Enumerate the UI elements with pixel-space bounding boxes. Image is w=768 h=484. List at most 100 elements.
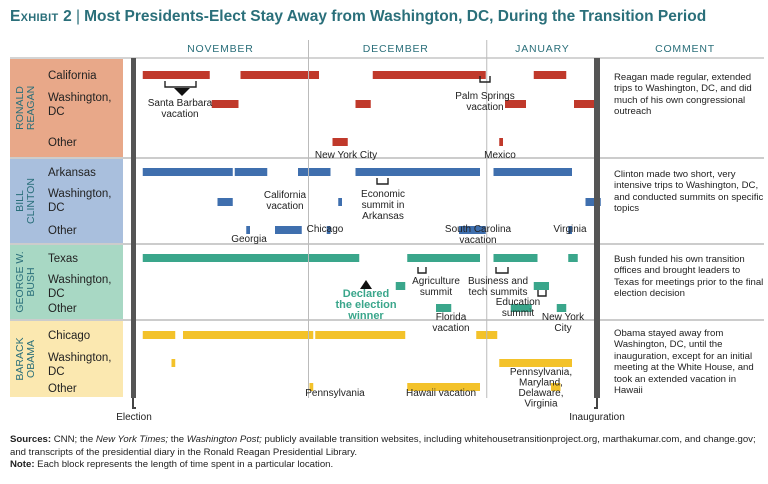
annotation-label: Pennsylvania bbox=[305, 388, 365, 399]
comment-bush: Bush funded his own transition offices a… bbox=[614, 254, 764, 300]
row-label: Other bbox=[48, 303, 77, 315]
location-bar bbox=[459, 226, 486, 234]
annotation-label: New York City bbox=[542, 312, 585, 334]
row-label: Washington, DC bbox=[48, 352, 112, 378]
president-name: BARACKOBAMA bbox=[14, 337, 37, 380]
title-text: Most Presidents-Elect Stay Away from Was… bbox=[84, 8, 707, 25]
month-label: NOVEMBER bbox=[187, 43, 254, 55]
comment-reagan: Reagan made regular, extended trips to W… bbox=[614, 72, 752, 118]
location-bar bbox=[240, 71, 319, 79]
month-label: DECEMBER bbox=[363, 43, 429, 55]
sources-text-1: CNN; the bbox=[51, 434, 96, 445]
annotation-label: New York City bbox=[315, 150, 377, 161]
note-label: Note: bbox=[10, 459, 35, 470]
group-panel bbox=[10, 159, 123, 243]
annotation-label: Education summit bbox=[496, 297, 540, 319]
annotation-label: Santa Barbara vacation bbox=[148, 98, 213, 120]
location-bar bbox=[142, 71, 210, 79]
location-bar bbox=[355, 168, 480, 176]
title-separator: | bbox=[76, 8, 81, 25]
exhibit-label: Exhibit 2 bbox=[10, 8, 73, 25]
location-bar bbox=[142, 254, 360, 262]
location-bar bbox=[505, 100, 526, 108]
comment-clinton: Clinton made two short, very intensive t… bbox=[614, 169, 764, 215]
inauguration-label: Inauguration bbox=[569, 412, 625, 423]
comment-header: COMMENT bbox=[655, 43, 715, 55]
location-bar bbox=[332, 138, 348, 146]
bracket bbox=[479, 76, 491, 83]
location-bar bbox=[309, 383, 314, 391]
location-bar bbox=[171, 359, 176, 367]
location-bar bbox=[338, 198, 342, 206]
marker-triangle bbox=[174, 88, 190, 96]
location-bar bbox=[436, 304, 452, 312]
election-tick bbox=[132, 398, 136, 409]
row-label: California bbox=[48, 70, 97, 82]
bracket bbox=[164, 81, 197, 88]
location-bar bbox=[510, 304, 532, 312]
annotation-label: Economic summit in Arkansas bbox=[361, 189, 405, 222]
marker-triangle bbox=[360, 280, 372, 289]
annotation-label: South Carolina vacation bbox=[445, 224, 512, 246]
inauguration-tick bbox=[594, 398, 598, 409]
annotation-label: Pennsylvania, Maryland, Delaware, Virginia bbox=[510, 367, 572, 410]
sources-nyt: New York Times; bbox=[95, 434, 169, 445]
location-bar bbox=[499, 138, 503, 146]
row-label: Other bbox=[48, 383, 77, 395]
month-label: JANUARY bbox=[515, 43, 569, 55]
location-bar bbox=[183, 331, 314, 339]
sources-note: Sources: CNN; the New York Times; the Wa… bbox=[10, 434, 760, 472]
annotation-label: Business and tech summits bbox=[468, 276, 528, 298]
president-name: RONALDREAGAN bbox=[14, 86, 37, 130]
row-label: Other bbox=[48, 137, 77, 149]
row-label: Washington, DC bbox=[48, 92, 112, 118]
row-label: Texas bbox=[48, 253, 78, 265]
location-bar bbox=[211, 100, 239, 108]
transition-chart: NOVEMBER DECEMBER JANUARY COMMENT RONALDREAG… bbox=[10, 40, 764, 423]
group-panel bbox=[10, 245, 123, 319]
sources-wp: Washington Post; bbox=[186, 434, 262, 445]
location-bar bbox=[298, 168, 331, 176]
bracket bbox=[495, 267, 509, 274]
location-bar bbox=[217, 198, 233, 206]
inauguration-line bbox=[594, 58, 600, 398]
annotation-label: Agriculture summit bbox=[412, 276, 460, 298]
president-name: BILLCLINTON bbox=[14, 178, 37, 224]
location-bar bbox=[533, 71, 567, 79]
location-bar bbox=[407, 254, 480, 262]
group-panel bbox=[10, 321, 123, 397]
annotation-label: Chicago bbox=[307, 224, 344, 235]
location-bar bbox=[551, 383, 561, 391]
annotation-label: California vacation bbox=[264, 190, 307, 212]
location-bar bbox=[395, 282, 406, 290]
annotation-label: Declared the election winner bbox=[335, 288, 396, 322]
location-bar bbox=[326, 226, 331, 234]
location-bar bbox=[234, 168, 268, 176]
location-bar bbox=[355, 100, 371, 108]
location-bar bbox=[142, 331, 176, 339]
chart-title: Exhibit 2 | Most Presidents-Elect Stay Awa… bbox=[10, 8, 760, 26]
annotation-label: Florida vacation bbox=[432, 312, 469, 334]
location-bar bbox=[142, 168, 233, 176]
location-bar bbox=[372, 71, 486, 79]
sources-label: Sources: bbox=[10, 434, 52, 445]
row-label: Arkansas bbox=[48, 167, 96, 179]
sources-text-3: publicly available transition websites, … bbox=[10, 434, 756, 458]
row-label: Other bbox=[48, 225, 77, 237]
annotation-label: Georgia bbox=[231, 234, 267, 245]
president-name: GEORGE W.BUSH bbox=[14, 251, 37, 312]
location-bar bbox=[568, 226, 572, 234]
location-bar bbox=[499, 359, 572, 367]
location-bar bbox=[407, 383, 480, 391]
annotation-label: Virginia bbox=[553, 224, 587, 235]
group-panel bbox=[10, 59, 123, 157]
location-bar bbox=[556, 304, 567, 312]
row-label: Washington, DC bbox=[48, 274, 112, 300]
row-label: Chicago bbox=[48, 330, 90, 342]
location-bar bbox=[246, 226, 250, 234]
location-bar bbox=[568, 254, 578, 262]
bracket bbox=[537, 290, 547, 297]
note-text: Each block represents the length of time… bbox=[34, 459, 334, 470]
bracket bbox=[376, 178, 389, 185]
annotation-label: Mexico bbox=[484, 150, 516, 161]
